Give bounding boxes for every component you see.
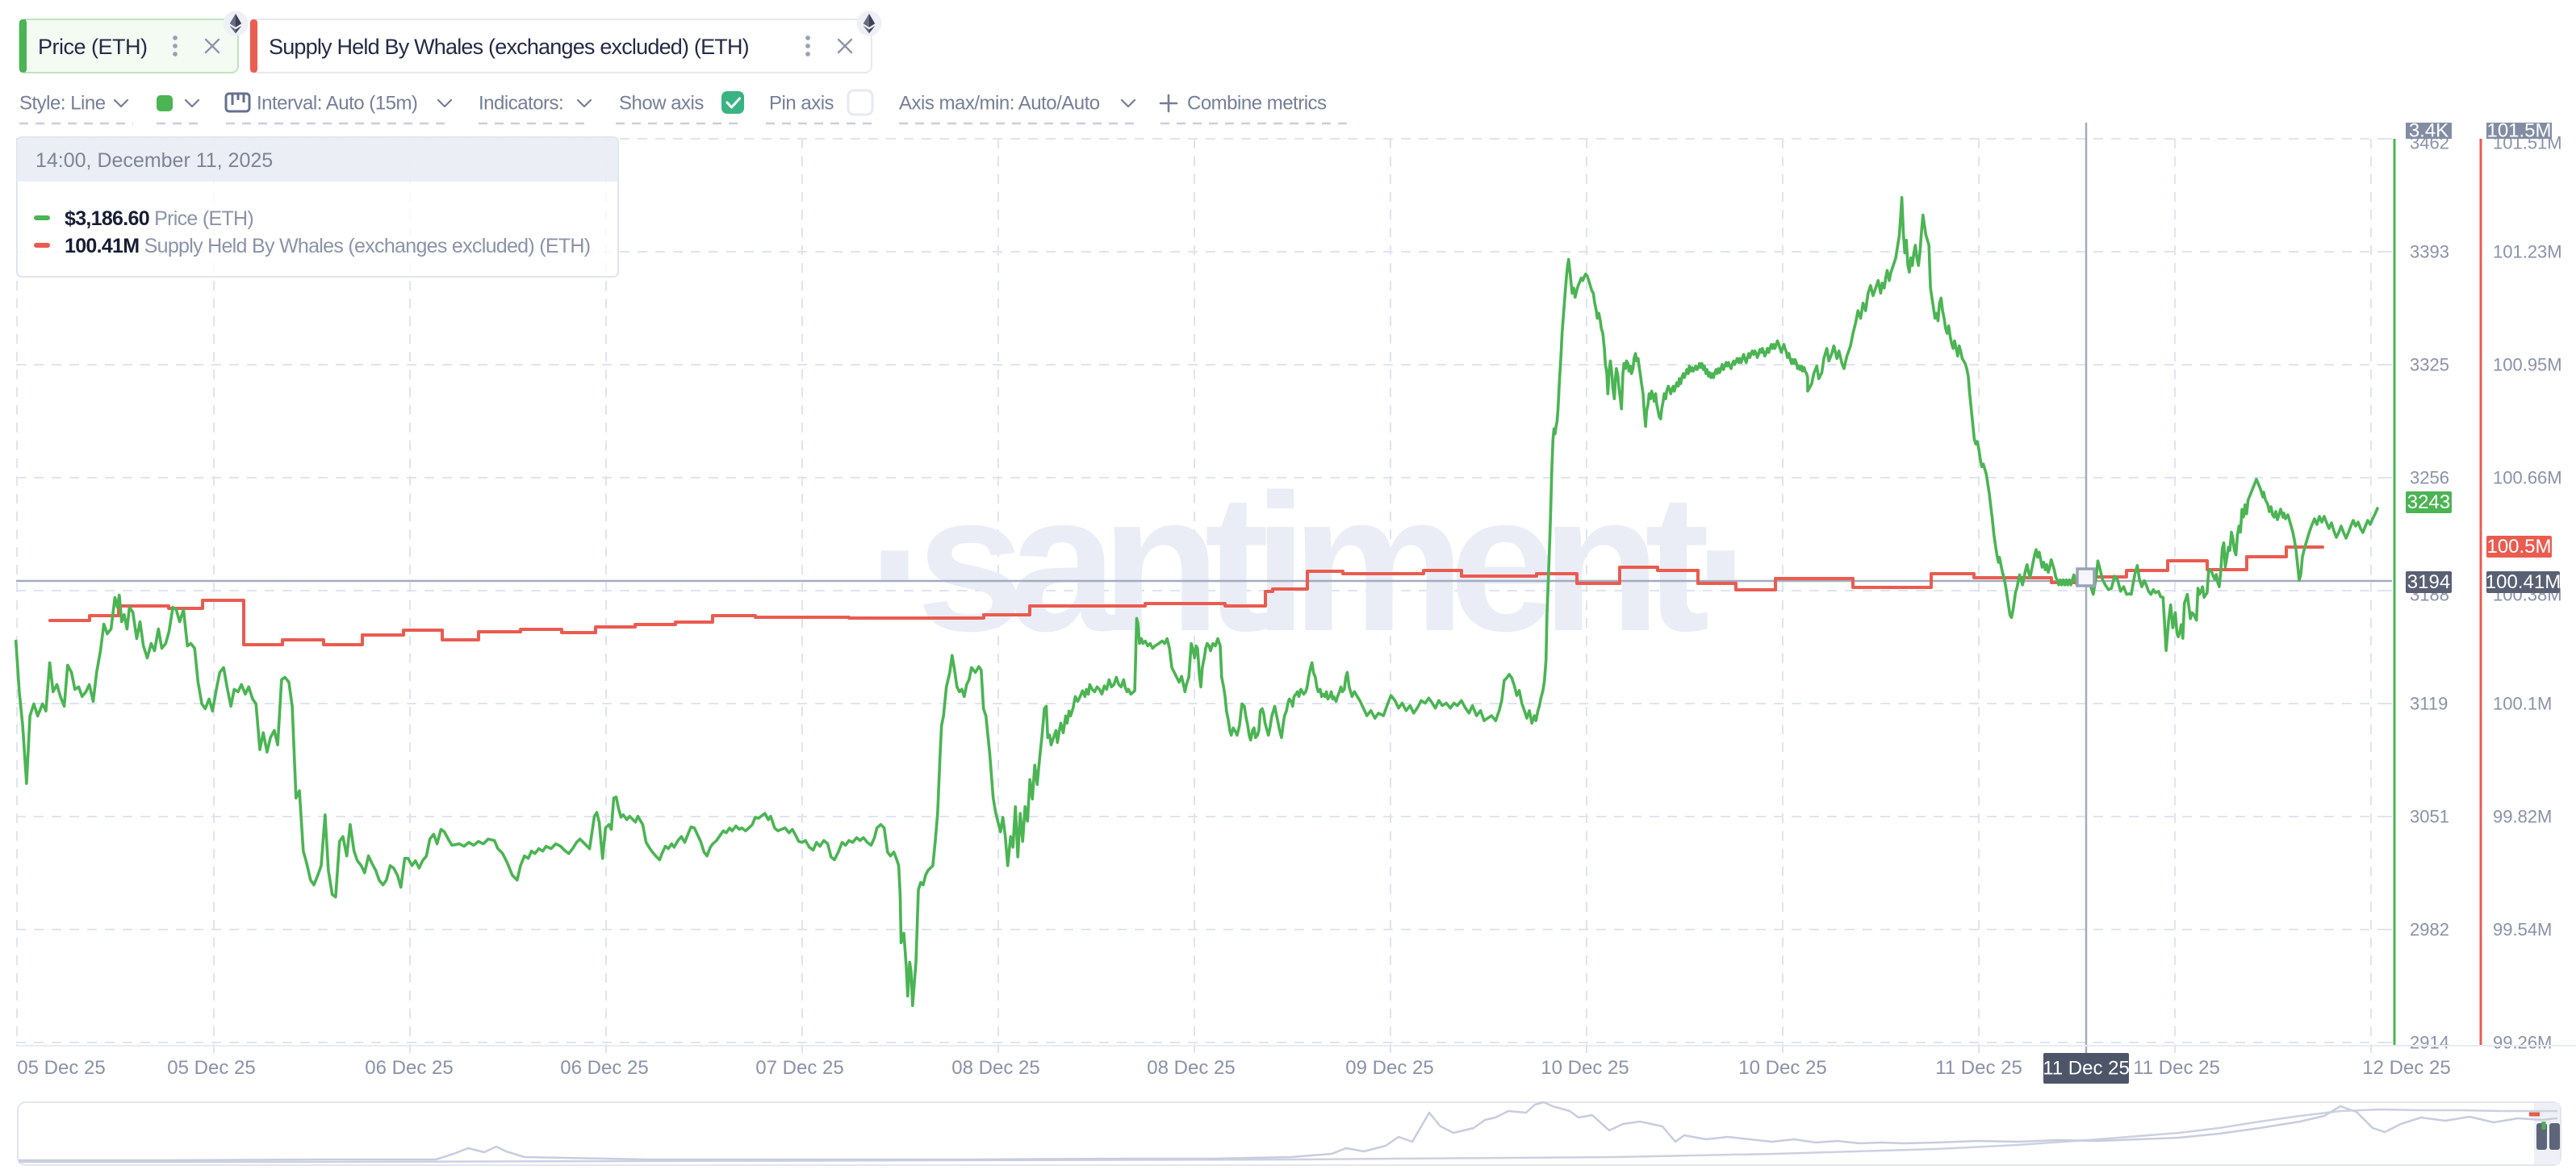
svg-text:Supply Held By Whales (exchang: Supply Held By Whales (exchanges exclude… — [269, 35, 749, 59]
svg-text:11 Dec 25: 11 Dec 25 — [1935, 1057, 2022, 1079]
svg-text:99.82M: 99.82M — [2493, 807, 2552, 827]
svg-text:08 Dec 25: 08 Dec 25 — [1147, 1057, 1235, 1079]
svg-text:Interval: Auto (15m): Interval: Auto (15m) — [257, 93, 417, 115]
svg-text:11 Dec 25: 11 Dec 25 — [2043, 1058, 2130, 1080]
svg-text:10 Dec 25: 10 Dec 25 — [1738, 1057, 1826, 1079]
svg-text:05 Dec 25: 05 Dec 25 — [17, 1057, 105, 1079]
svg-text:11 Dec 25: 11 Dec 25 — [2133, 1057, 2220, 1079]
svg-text:3119: 3119 — [2410, 694, 2448, 714]
svg-text:Axis max/min: Auto/Auto: Axis max/min: Auto/Auto — [899, 93, 1100, 115]
svg-text:06 Dec 25: 06 Dec 25 — [560, 1057, 648, 1079]
svg-text:3256: 3256 — [2410, 468, 2449, 488]
svg-text:09 Dec 25: 09 Dec 25 — [1345, 1057, 1433, 1079]
svg-text:Show axis: Show axis — [619, 93, 704, 115]
svg-text:101.5M: 101.5M — [2486, 120, 2551, 142]
svg-text:3243: 3243 — [2407, 491, 2450, 513]
svg-text:100.41M Supply Held By Whales: 100.41M Supply Held By Whales (exchanges… — [65, 235, 590, 257]
svg-text:3194: 3194 — [2407, 571, 2450, 593]
svg-text:99.54M: 99.54M — [2493, 920, 2552, 940]
svg-text:100.41M: 100.41M — [2486, 571, 2561, 593]
svg-text:3.4K: 3.4K — [2409, 120, 2448, 142]
svg-text:10 Dec 25: 10 Dec 25 — [1541, 1057, 1629, 1079]
svg-text:3051: 3051 — [2410, 807, 2449, 827]
svg-text:2914: 2914 — [2410, 1033, 2449, 1053]
svg-text:Indicators:: Indicators: — [479, 93, 563, 115]
svg-text:12 Dec 25: 12 Dec 25 — [2362, 1057, 2450, 1079]
svg-text:·santiment·: ·santiment· — [868, 454, 1742, 672]
svg-text:Price (ETH): Price (ETH) — [38, 35, 148, 59]
svg-text:14:00, December 11, 2025: 14:00, December 11, 2025 — [36, 149, 273, 172]
svg-text:3393: 3393 — [2410, 242, 2449, 262]
svg-text:Combine metrics: Combine metrics — [1187, 93, 1327, 115]
svg-text:07 Dec 25: 07 Dec 25 — [755, 1057, 843, 1079]
svg-text:100.5M: 100.5M — [2486, 536, 2551, 558]
svg-text:05 Dec 25: 05 Dec 25 — [167, 1057, 255, 1079]
svg-text:100.1M: 100.1M — [2493, 694, 2552, 714]
svg-text:101.23M: 101.23M — [2493, 242, 2562, 262]
svg-text:Style: Line: Style: Line — [19, 93, 106, 115]
svg-text:Pin axis: Pin axis — [769, 93, 834, 115]
svg-text:2982: 2982 — [2410, 920, 2449, 940]
svg-text:$3,186.60 Price (ETH): $3,186.60 Price (ETH) — [65, 207, 253, 230]
svg-text:100.66M: 100.66M — [2493, 468, 2562, 488]
svg-text:99.26M: 99.26M — [2493, 1033, 2552, 1053]
svg-text:06 Dec 25: 06 Dec 25 — [365, 1057, 453, 1079]
svg-text:3325: 3325 — [2410, 355, 2449, 375]
svg-text:100.95M: 100.95M — [2493, 355, 2562, 375]
svg-text:08 Dec 25: 08 Dec 25 — [951, 1057, 1039, 1079]
